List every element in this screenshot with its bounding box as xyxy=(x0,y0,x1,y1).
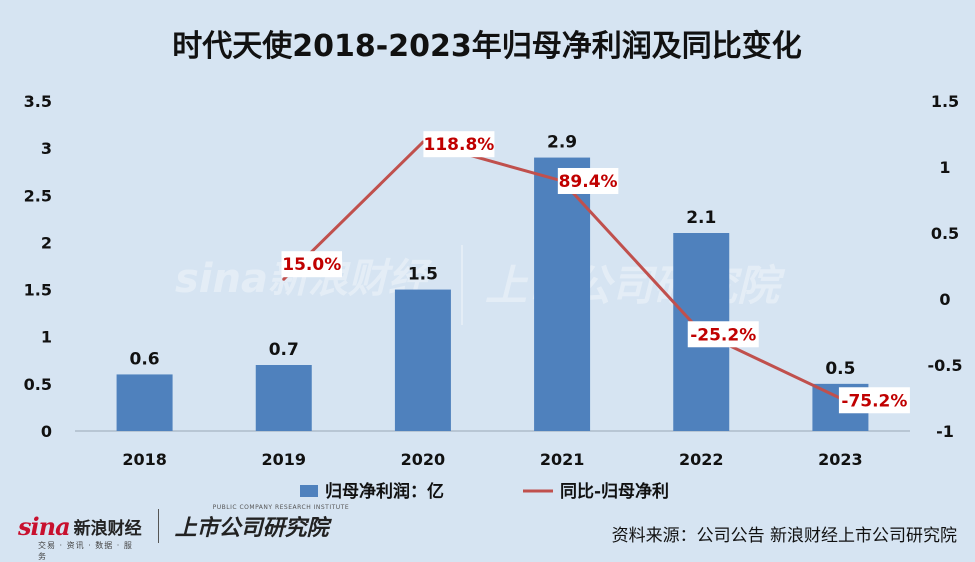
sina-logo-tagline: 交易 · 资讯 · 数据 · 服务 xyxy=(38,540,133,561)
line-value-label: 89.4% xyxy=(559,172,618,192)
right-axis-tick-label: -1 xyxy=(936,422,954,441)
line-value-label: 15.0% xyxy=(282,255,341,275)
legend-swatch-bar xyxy=(300,485,318,497)
bar xyxy=(255,365,312,431)
x-axis-tick-label: 2021 xyxy=(540,450,585,469)
right-axis-tick-label: 1.5 xyxy=(931,92,959,111)
bar-value-label: 1.5 xyxy=(408,265,438,285)
institute-logo-name: 上市公司研究院 xyxy=(174,516,329,541)
bar-value-label: 2.1 xyxy=(686,208,716,228)
line-point xyxy=(282,277,286,281)
x-axis-tick-label: 2023 xyxy=(818,450,863,469)
bar xyxy=(116,374,173,431)
line-label-box xyxy=(838,387,910,414)
sina-logo: sina 新浪财经 交易 · 资讯 · 数据 · 服务 xyxy=(18,511,142,561)
bar xyxy=(534,157,591,432)
legend-label-bar: 归母净利润：亿 xyxy=(325,481,444,502)
line-label-box xyxy=(423,131,495,158)
x-axis-tick-label: 2022 xyxy=(679,450,724,469)
right-axis-tick-label: 0.5 xyxy=(931,224,959,243)
right-axis-tick-label: -0.5 xyxy=(928,356,963,375)
left-axis-tick-label: 2.5 xyxy=(24,186,52,205)
sina-logo-mark: sina xyxy=(18,511,71,541)
institute-logo-sub: PUBLIC COMPANY RESEARCH INSTITUTE xyxy=(212,504,350,511)
left-axis-tick-label: 2 xyxy=(41,233,52,252)
bar-value-label: 0.5 xyxy=(825,359,855,379)
institute-logo: 上市公司研究院 PUBLIC COMPANY RESEARCH INSTITUT… xyxy=(174,504,349,542)
left-axis-tick-label: 3.5 xyxy=(24,92,52,111)
sina-logo-name: 新浪财经 xyxy=(73,518,142,539)
x-axis-tick-label: 2020 xyxy=(401,450,446,469)
line-value-label: -75.2% xyxy=(841,391,907,411)
left-axis-tick-label: 0 xyxy=(41,422,52,441)
bar xyxy=(394,289,451,431)
right-axis-tick-label: 0 xyxy=(939,290,950,309)
chart-title: 时代天使2018-2023年归母净利润及同比变化 xyxy=(172,29,801,64)
line-label-box xyxy=(557,167,619,194)
left-axis-tick-label: 0.5 xyxy=(24,375,52,394)
line-value-label: 118.8% xyxy=(424,135,495,155)
footer-divider xyxy=(157,509,159,543)
line-label-box xyxy=(281,251,342,278)
bar-value-label: 0.7 xyxy=(269,340,299,360)
watermark-institute: 上市公司研究院 xyxy=(485,261,786,310)
line-label-box xyxy=(687,321,759,348)
footer-brand: sina 新浪财经 交易 · 资讯 · 数据 · 服务 上市公司研究院 PUBL… xyxy=(18,504,349,561)
left-axis-tick-label: 1 xyxy=(41,328,52,347)
source-note: 资料来源：公司公告 新浪财经上市公司研究院 xyxy=(611,526,957,546)
bar-value-label: 0.6 xyxy=(130,349,160,369)
bar-value-label: 2.9 xyxy=(547,133,577,153)
plot-area: 0 0.5 1 1.5 2 2.5 3 3.5 -1 -0.5 0 0.5 1 1.5 0.6 0.7 1.5 2… xyxy=(24,92,963,502)
left-axis-tick-label: 1.5 xyxy=(24,281,52,300)
legend-label-line: 同比-归母净利 xyxy=(560,481,669,502)
right-axis-tick-label: 1 xyxy=(939,158,950,177)
x-axis-tick-label: 2018 xyxy=(122,450,167,469)
line-value-label: -25.2% xyxy=(690,325,756,345)
x-axis-tick-label: 2019 xyxy=(261,450,306,469)
left-axis-tick-label: 3 xyxy=(41,139,52,158)
